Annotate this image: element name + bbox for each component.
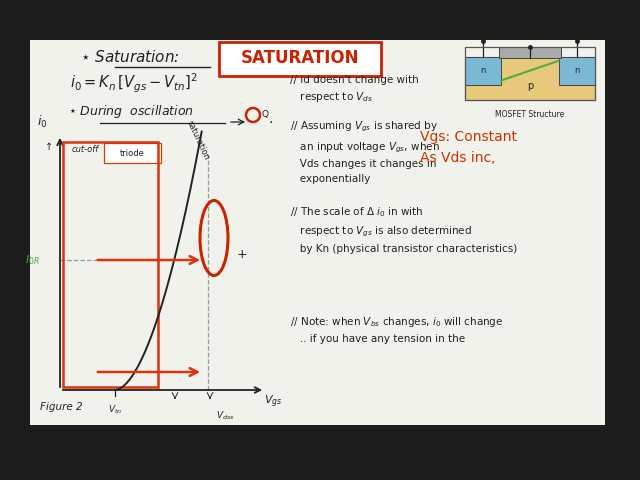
Text: $V_{tn}$: $V_{tn}$ (108, 404, 122, 417)
Text: $V_{dss}$: $V_{dss}$ (216, 410, 234, 422)
Bar (30, 40, 605, 425)
Text: saturation: saturation (185, 119, 211, 161)
Text: Vgs: Constant
As Vds inc,: Vgs: Constant As Vds inc, (420, 130, 517, 165)
Text: n: n (481, 66, 486, 75)
Bar (465, 57, 595, 100)
Text: S: S (472, 29, 478, 37)
Text: $\star$ During  oscillation: $\star$ During oscillation (68, 103, 194, 120)
Bar (559, 57, 595, 84)
Text: $i_0$: $i_0$ (36, 114, 47, 130)
Text: D: D (582, 29, 588, 37)
Text: $I_{0R}$: $I_{0R}$ (24, 253, 40, 267)
Text: Figure 2: Figure 2 (40, 402, 83, 412)
Text: MOSFET Structure: MOSFET Structure (495, 110, 564, 119)
Text: G: G (527, 26, 533, 36)
Text: +: + (237, 249, 248, 262)
Bar (465, 47, 595, 100)
Bar (465, 57, 501, 84)
Bar (499, 47, 561, 58)
Text: $V_{gs}$: $V_{gs}$ (264, 394, 282, 410)
Text: p: p (527, 81, 533, 91)
Text: $\uparrow$: $\uparrow$ (43, 140, 53, 152)
Text: n: n (574, 66, 579, 75)
Text: $\star$ Saturation:: $\star$ Saturation: (80, 49, 180, 65)
FancyBboxPatch shape (219, 42, 381, 76)
Text: // id doesn't change with
   respect to $V_{ds}$: // id doesn't change with respect to $V_… (290, 75, 419, 104)
Text: // The scale of $\Delta$ $i_0$ in with
   respect to $V_{gs}$ is also determined: // The scale of $\Delta$ $i_0$ in with r… (290, 205, 517, 254)
Text: .: . (268, 112, 273, 126)
Text: Q: Q (262, 109, 269, 119)
Text: SATURATION: SATURATION (241, 49, 359, 67)
FancyBboxPatch shape (104, 143, 161, 163)
Text: triode: triode (120, 148, 145, 157)
Bar (63, 142, 158, 387)
Text: cut-off: cut-off (72, 145, 99, 155)
Text: // Assuming $V_{gs}$ is shared by
   an input voltage $V_{gs}$, when
   Vds chan: // Assuming $V_{gs}$ is shared by an inp… (290, 120, 440, 184)
Text: // Note: when $V_{bs}$ changes, $i_0$ will change
   .. if you have any tension : // Note: when $V_{bs}$ changes, $i_0$ wi… (290, 315, 504, 344)
Text: $i_0 = K_n\,[V_{gs} - V_{tn}]^2$: $i_0 = K_n\,[V_{gs} - V_{tn}]^2$ (70, 72, 198, 95)
